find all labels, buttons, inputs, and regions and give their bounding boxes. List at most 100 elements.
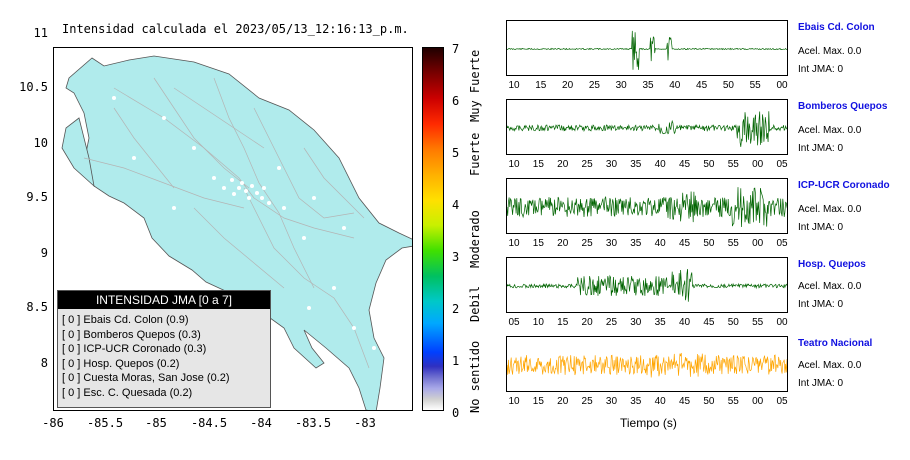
waveform-x-tick: 55 [727,159,739,170]
waveform-x-tick: 40 [654,396,666,407]
waveform-x-tick: 00 [752,396,764,407]
waveform-x-tick: 00 [776,80,788,91]
waveform-trace [507,187,787,228]
waveform-x-tick: 35 [630,396,642,407]
waveform-line [507,111,787,147]
waveform-x-tick: 40 [654,238,666,249]
waveform-x-tick: 35 [630,238,642,249]
station-jma: Int JMA: 0 [798,378,844,389]
waveform-trace [507,268,787,302]
waveform-x-tick: 50 [703,396,715,407]
waveform-line [507,187,787,228]
waveform-x-tick: 50 [703,159,715,170]
colorbar-label: Fuerte [468,132,482,176]
waveform-x-tick: 20 [557,159,569,170]
colorbar-label: Muy Fuerte [468,49,482,122]
map-y-tick: 10.5 [19,80,48,94]
map-x-tick: -86 [42,416,64,430]
waveform-x-tick: 45 [696,80,708,91]
colorbar-tick: 6 [452,94,460,108]
station-name[interactable]: Teatro Nacional [798,338,873,349]
legend-row: [ 0 ] Bomberos Quepos (0.3) [62,328,201,341]
waveform-x-tick: 20 [557,396,569,407]
map-y-tick: 9 [40,246,48,260]
waveform-x-tick: 10 [508,396,520,407]
waveform-x-tick: 55 [727,238,739,249]
colorbar-label: Debil [468,285,482,322]
waveform-x-tick: 55 [727,396,739,407]
map-y-tick: 11 [33,26,48,40]
station-name[interactable]: Bomberos Quepos [798,101,888,112]
waveform-trace [507,111,787,147]
waveform-x-tick: 40 [669,80,681,91]
station-name[interactable]: ICP-UCR Coronado [798,180,890,191]
waveform-x-tick: 45 [678,238,691,249]
waveform-panel[interactable] [506,257,788,313]
station-markers [112,96,376,350]
time-axis-label: Tiempo (s) [620,416,677,430]
station-name[interactable]: Ebais Cd. Colon [798,22,875,33]
map-x-tick: -83.5 [294,416,332,430]
waveform-x-tick: 30 [605,396,618,407]
map-y-tick: 8.5 [26,300,48,314]
waveform-x-tick: 25 [588,80,600,91]
map-x-tick: -85.5 [86,416,124,430]
waveform-x-tick: 15 [532,238,544,249]
waveform-x-tick: 10 [508,159,520,170]
intensity-colorbar [422,47,444,411]
waveform-x-tick: 30 [605,238,618,249]
waveform-x-tick: 20 [581,317,593,328]
colorbar-label: No sentido [468,340,482,413]
waveform-x-tick: 05 [508,317,520,328]
waveform-x-tick: 55 [749,80,761,91]
waveform-x-tick: 15 [532,159,544,170]
waveform-x-tick: 05 [776,238,788,249]
waveform-x-ticks: 10 15 20 25 30 35 40 45 50 55 00 05 [506,238,788,252]
station-jma: Int JMA: 0 [798,222,844,233]
waveform-line [507,352,787,378]
waveform-x-tick: 40 [654,159,666,170]
waveform-trace [507,352,787,378]
waveform-x-tick: 05 [776,396,788,407]
waveform-x-tick: 00 [776,317,788,328]
station-acel: Acel. Max. 0.0 [798,281,862,292]
waveform-x-tick: 15 [557,317,569,328]
waveform-x-tick: 30 [615,80,627,91]
waveform-trace [507,30,787,70]
waveform-x-tick: 00 [752,238,764,249]
road-network [83,77,370,369]
waveform-x-tick: 10 [532,317,544,328]
legend-row: [ 0 ] Cuesta Moras, San Jose (0.2) [62,372,230,385]
waveform-x-tick: 40 [678,317,691,328]
legend-row: [ 0 ] Ebais Cd. Colon (0.9) [62,314,189,326]
map-title: Intensidad calculada el 2023/05/13_12:16… [62,22,409,36]
waveform-panel[interactable] [506,336,788,392]
colorbar-label: Moderado [468,210,482,268]
waveform-x-tick: 50 [722,80,734,91]
legend-row: [ 0 ] Hosp. Quepos (0.2) [62,357,180,370]
station-name[interactable]: Hosp. Quepos [798,259,866,270]
waveform-x-tick: 45 [678,159,691,170]
waveform-x-tick: 15 [532,396,544,407]
map-x-tick: -84 [250,416,272,430]
waveform-x-tick: 25 [581,396,593,407]
waveform-x-tick: 30 [605,159,618,170]
legend-row: [ 0 ] Esc. C. Quesada (0.2) [62,386,193,399]
map-x-tick: -84.5 [190,416,228,430]
colorbar-tick: 3 [452,250,460,264]
waveform-x-tick: 35 [654,317,666,328]
waveform-x-ticks: 05 10 15 20 25 30 35 40 45 50 55 00 [506,317,788,331]
waveform-x-tick: 45 [678,396,691,407]
waveform-x-tick: 15 [535,80,547,91]
waveform-panel[interactable] [506,20,788,76]
waveform-x-tick: 50 [727,317,739,328]
colorbar-tick: 2 [452,302,460,316]
waveform-x-tick: 45 [703,317,715,328]
station-jma: Int JMA: 0 [798,64,844,75]
waveform-x-tick: 25 [581,238,593,249]
waveform-panel[interactable] [506,99,788,155]
costa-rica-land [65,55,412,410]
station-jma: Int JMA: 0 [798,299,844,310]
waveform-panel[interactable] [506,178,788,234]
waveform-line [507,268,787,302]
